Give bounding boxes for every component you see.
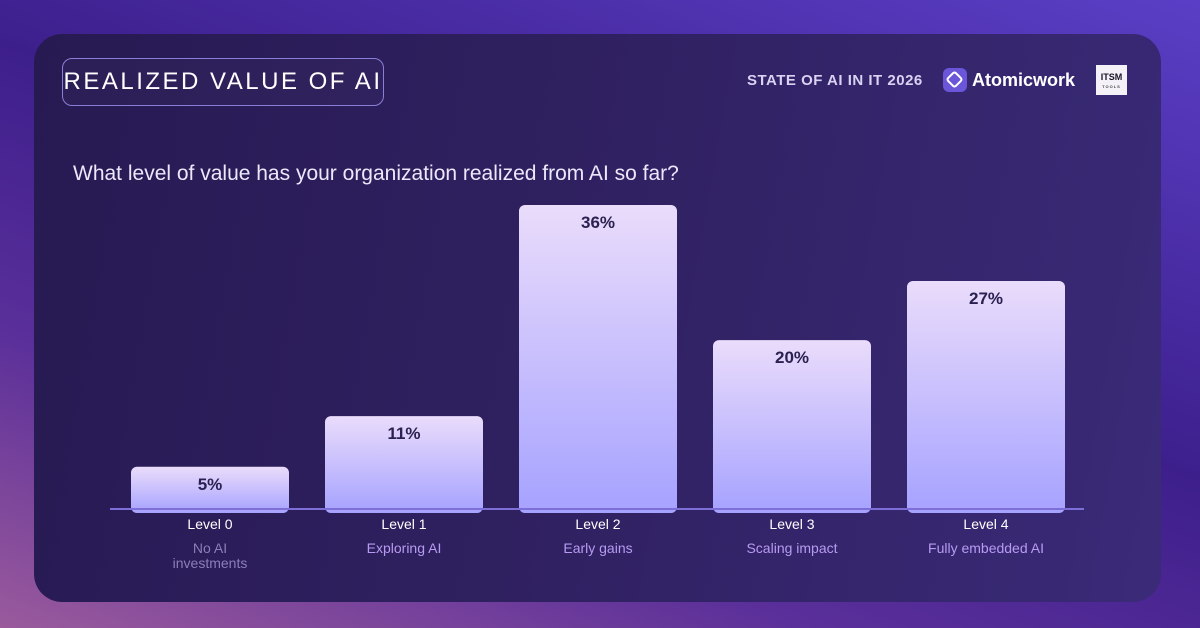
category-description-3: Scaling impact [746,540,837,556]
category-label-4: Level 4 [963,516,1008,532]
atomicwork-logo-icon [943,68,967,92]
bar-0 [131,466,289,513]
itsm-logo-text: ITSM [1100,71,1123,82]
category-label-2: Level 2 [575,516,620,532]
category-label-1: Level 1 [381,516,426,532]
bar-value-label-3: 20% [775,348,809,367]
category-description-4: Fully embedded AI [928,540,1044,556]
bars-group [131,205,1065,513]
chart-card: REALIZED VALUE OF AI STATE OF AI IN IT 2… [34,34,1161,602]
bar-value-label-0: 5% [198,475,223,494]
bar-2 [519,205,677,513]
category-label-3: Level 3 [769,516,814,532]
bar-chart: 5% Level 0 No AI investments 11% Level 1 Explo… [110,205,1084,571]
bar-value-label-2: 36% [581,213,615,232]
itsm-tools-logo: ITSM TOOLS [1096,65,1127,95]
category-label-0: Level 0 [187,516,232,532]
labels-group: 5% Level 0 No AI investments 11% Level 1 Explo… [173,213,1044,571]
bar-4 [907,281,1065,513]
category-description-0: No AI investments [173,540,248,571]
bar-3 [713,340,871,513]
chart-question: What level of value has your organizatio… [73,162,679,185]
category-description-2: Early gains [563,540,632,556]
itsm-logo-subtext: TOOLS [1102,83,1121,89]
category-description-1: Exploring AI [367,540,442,556]
atomicwork-brand: Atomicwork [943,67,1075,93]
bar-value-label-1: 11% [387,424,420,443]
page-title: REALIZED VALUE OF AI [62,58,384,106]
bar-1 [325,416,483,513]
brand-name: Atomicwork [972,69,1076,90]
report-label: STATE OF AI IN IT 2026 [747,72,923,89]
bar-value-label-4: 27% [969,289,1003,308]
